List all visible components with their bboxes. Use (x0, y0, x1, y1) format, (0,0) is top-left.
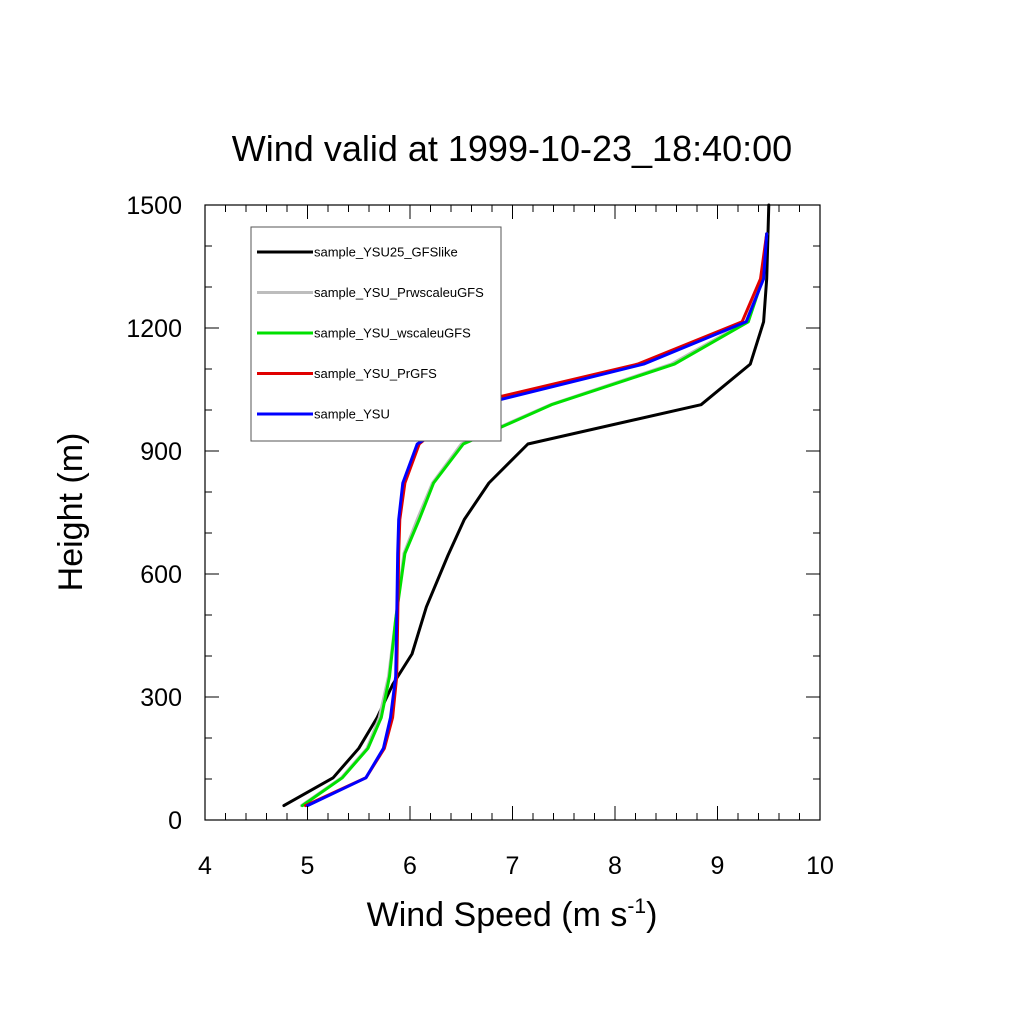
chart-title: Wind valid at 1999-10-23_18:40:00 (232, 128, 792, 169)
x-tick-label: 6 (403, 852, 417, 880)
series-line-5 (306, 232, 769, 808)
x-tick-label: 9 (711, 852, 725, 880)
x-tick-label: 5 (301, 852, 315, 880)
y-tick-label: 1500 (126, 192, 182, 220)
legend: sample_YSU25_GFSlike sample_YSU_Prwscaleu… (250, 226, 502, 442)
y-axis-label: Height (m) (52, 433, 90, 592)
legend-label-1: sample_YSU25_GFSlike (314, 245, 458, 260)
legend-label-5: sample_YSU (314, 407, 390, 422)
series-layer (282, 203, 771, 808)
x-axis-label: Wind Speed (m s-1) (367, 895, 658, 934)
x-axis-label-main: Wind Speed (m s (367, 896, 628, 934)
legend-label-4: sample_YSU_PrGFS (314, 366, 437, 381)
x-tick-label: 10 (806, 852, 834, 880)
legend-items: sample_YSU25_GFSlike sample_YSU_Prwscaleu… (257, 245, 484, 422)
series-line-3 (300, 232, 769, 808)
x-tick-label: 8 (608, 852, 622, 880)
x-tick-label: 7 (506, 852, 520, 880)
legend-label-3: sample_YSU_wscaleuGFS (314, 326, 471, 341)
y-tick-label: 1200 (126, 315, 182, 343)
y-tick-label: 600 (140, 561, 182, 589)
x-tick-label: 4 (198, 852, 212, 880)
series-line-1 (282, 203, 771, 808)
tick-labels-layer: 4 5 6 7 8 9 10 0 300 600 900 1200 1500 (126, 192, 834, 880)
y-tick-label: 0 (168, 807, 182, 835)
y-tick-label: 300 (140, 684, 182, 712)
legend-label-2: sample_YSU_PrwscaleuGFS (314, 285, 484, 300)
x-axis-label-suffix: ) (646, 896, 657, 934)
y-tick-label: 900 (140, 438, 182, 466)
ticks-layer (204, 204, 821, 821)
x-axis-label-superscript: -1 (627, 895, 646, 918)
